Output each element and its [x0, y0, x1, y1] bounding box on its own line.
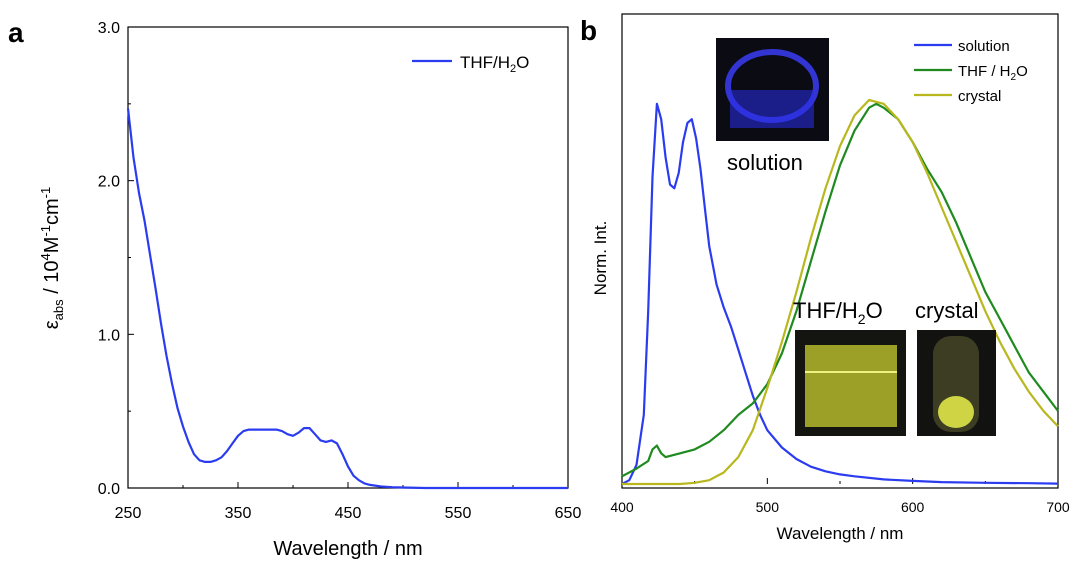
x-tick-label: 550	[445, 505, 472, 522]
thf-h2o-photo	[795, 330, 906, 436]
x-tick-label: 400	[610, 499, 634, 515]
panel-b-x-tick-labels: 400 500 600 700	[610, 499, 1070, 515]
series-line-thf-h2o	[621, 102, 1059, 478]
panel-b-y-axis-label: Norm. Int.	[591, 221, 610, 296]
thf-h2o-photo-label: THF/H2O	[793, 298, 883, 327]
solution-photo-label: solution	[727, 150, 803, 175]
panel-a-legend: THF/H2O	[412, 53, 529, 75]
panel-a-x-tick-labels: 250 350 450 550 650	[115, 505, 582, 522]
legend-label-solution: solution	[958, 38, 1010, 55]
x-tick-label: 700	[1046, 499, 1070, 515]
crystal-photo	[917, 330, 996, 436]
panel-b-plot-frame	[621, 13, 1059, 489]
legend-label-crystal: crystal	[958, 88, 1001, 105]
panel-a-y-axis-label-text: εabs / 104M-1cm-1	[38, 187, 66, 330]
x-tick-label: 350	[225, 505, 252, 522]
crystal-photo-label: crystal	[915, 298, 979, 323]
panel-b-x-axis-label: Wavelength / nm	[777, 524, 904, 543]
x-tick-label: 650	[555, 505, 582, 522]
panel-a-letter: a	[8, 17, 24, 48]
series-line-solution	[621, 102, 1059, 485]
series-line-thf-h2o	[126, 108, 568, 490]
panel-a-chart: a 250 350 450 550 650 0.0 1.0 2.0 3.0 Wavelengt…	[8, 17, 581, 560]
panel-b-lines	[621, 98, 1059, 486]
y-tick-label: 0.0	[98, 481, 120, 498]
legend-label-thf-h2o: THF / H2O	[958, 63, 1028, 83]
x-tick-label: 500	[756, 499, 780, 515]
panel-b-chart: b 400 500 600 700 Wavelength / nm Norm. Int…	[580, 13, 1070, 543]
x-tick-label: 600	[901, 499, 925, 515]
y-tick-label: 3.0	[98, 20, 120, 37]
panel-a-x-axis-label: Wavelength / nm	[273, 538, 422, 560]
y-tick-label: 2.0	[98, 174, 120, 191]
x-tick-label: 450	[335, 505, 362, 522]
x-tick-label: 250	[115, 505, 142, 522]
panel-a-y-axis-label: εabs / 104M-1cm-1	[38, 187, 66, 330]
panel-b-letter: b	[580, 15, 597, 46]
panel-a-lines	[126, 108, 568, 490]
crystal-powder	[938, 396, 974, 428]
panel-a-y-tick-labels: 0.0 1.0 2.0 3.0	[98, 20, 120, 498]
panel-a-legend-label: THF/H2O	[460, 53, 529, 75]
series-line-crystal	[622, 98, 1059, 486]
thf-h2o-liquid	[805, 345, 897, 427]
panel-b-legend: solution THF / H2O crystal	[914, 38, 1028, 105]
solution-liquid	[730, 90, 814, 128]
y-tick-label: 1.0	[98, 327, 120, 344]
solution-photo	[716, 38, 829, 141]
